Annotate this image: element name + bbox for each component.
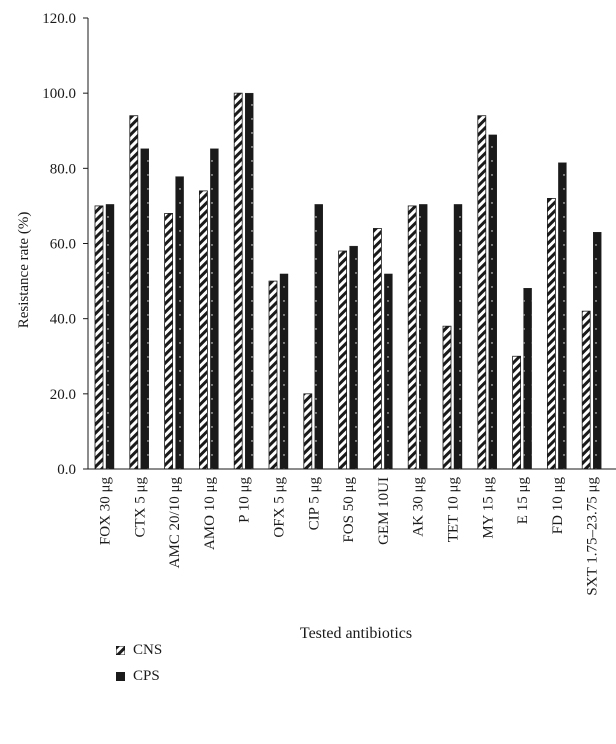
bar-cps <box>314 204 323 470</box>
bar-cns <box>94 205 104 470</box>
x-axis-tick-labels: FOX 30 μg CTX 5 μg AMC 20/10 μg AMO 10 μg P … <box>98 477 601 596</box>
y-axis-label: Resistance rate (%) <box>16 212 32 329</box>
bars-group <box>94 92 602 470</box>
x-tick-label: FOS 50 μg <box>341 477 357 543</box>
bar-cns <box>407 205 417 470</box>
y-tick-label: 40.0 <box>50 312 76 328</box>
bar-cps <box>175 176 184 470</box>
bar-cns <box>512 355 521 470</box>
x-tick-label: P 10 μg <box>237 477 253 523</box>
bar-cns <box>477 115 487 470</box>
bar-cps <box>279 273 289 470</box>
bar-cps <box>453 204 463 470</box>
y-tick-label: 120.0 <box>42 11 76 27</box>
y-tick-label: 0.0 <box>57 462 76 478</box>
legend-item-cps: CPS <box>116 668 160 685</box>
x-tick-label: CTX 5 μg <box>132 477 148 538</box>
bar-cns <box>442 325 452 470</box>
bar-cns <box>547 197 556 470</box>
y-tick-label: 80.0 <box>50 161 76 177</box>
x-tick-label: FD 10 μg <box>550 477 566 535</box>
x-tick-label: MY 15 μg <box>480 477 496 539</box>
bar-cns <box>233 92 243 470</box>
x-tick-label: AMO 10 μg <box>202 477 218 551</box>
y-tick-label: 100.0 <box>42 86 76 102</box>
y-tick-label: 20.0 <box>50 387 76 403</box>
bar-cns <box>129 115 139 470</box>
bar-cns <box>164 213 174 470</box>
bar-cps <box>244 92 254 470</box>
x-tick-label: FOX 30 μg <box>98 477 114 546</box>
bar-cps <box>488 134 497 470</box>
legend-label-cps: CPS <box>133 668 160 684</box>
bar-cps <box>419 204 428 470</box>
x-tick-label: E 15 μg <box>515 477 531 525</box>
legend-swatch-cns <box>116 646 125 655</box>
legend-swatch-cps <box>116 672 125 681</box>
x-tick-label: AK 30 μg <box>411 477 427 537</box>
x-axis-label: Tested antibiotics <box>300 625 412 642</box>
x-tick-label: OFX 5 μg <box>272 477 288 538</box>
bar-cns <box>372 228 382 470</box>
bar-cns <box>198 190 208 470</box>
bar-cns <box>581 310 591 470</box>
bar-cps <box>349 245 358 470</box>
bar-cns <box>338 250 348 470</box>
bar-cps <box>593 232 602 470</box>
y-axis-ticks: 0.0 20.0 40.0 60.0 80.0 100.0 120.0 <box>42 11 88 478</box>
x-tick-label: AMC 20/10 μg <box>167 477 183 569</box>
y-tick-label: 60.0 <box>50 237 76 253</box>
legend-label-cns: CNS <box>133 642 163 658</box>
x-tick-label: TET 10 μg <box>446 477 462 543</box>
x-tick-label: CIP 5 μg <box>306 477 322 531</box>
bar-cps <box>558 162 567 470</box>
legend-item-cns: CNS <box>116 642 162 659</box>
x-tick-label: SXT 1.75–23.75 μg <box>585 477 601 596</box>
bar-cps <box>105 204 115 470</box>
x-tick-label: GEM 10UI <box>376 477 392 545</box>
bar-cns <box>303 393 313 470</box>
bar-cps <box>210 148 219 470</box>
bar-cps <box>140 148 150 470</box>
bar-cps <box>523 288 532 470</box>
bar-cps <box>384 273 393 470</box>
bar-cns <box>268 280 278 470</box>
